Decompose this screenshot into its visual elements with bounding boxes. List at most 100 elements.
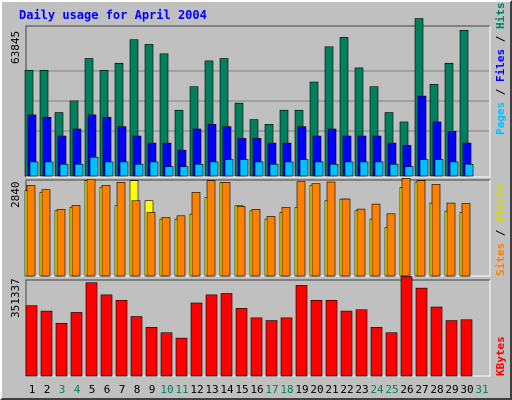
x-label-day-22: 22 — [340, 383, 353, 396]
x-label-day-28: 28 — [430, 383, 443, 396]
bar-pages-day-16 — [254, 161, 264, 177]
x-label-day-13: 13 — [205, 383, 218, 396]
bar-pages-day-13 — [209, 161, 219, 177]
bar-sites-day-10 — [161, 217, 171, 277]
x-label-day-1: 1 — [29, 383, 36, 396]
bar-pages-day-9 — [149, 161, 159, 177]
bar-kbytes-day-14 — [220, 293, 233, 377]
bar-sites-day-2 — [41, 189, 51, 277]
bar-sites-day-14 — [221, 182, 231, 277]
x-label-day-16: 16 — [250, 383, 263, 396]
legend-pages: Pages — [494, 102, 507, 135]
bar-sites-day-16 — [251, 209, 261, 277]
x-label-day-10: 10 — [160, 383, 173, 396]
chart-title: Daily usage for April 2004 — [19, 8, 207, 22]
bar-kbytes-day-19 — [295, 285, 308, 377]
x-label-day-25: 25 — [385, 383, 398, 396]
bar-kbytes-day-25 — [385, 332, 398, 377]
x-label-day-14: 14 — [220, 383, 234, 396]
bar-sites-day-28 — [431, 184, 441, 277]
x-label-day-12: 12 — [190, 383, 203, 396]
bar-kbytes-day-15 — [235, 308, 248, 377]
bar-kbytes-day-27 — [415, 287, 428, 377]
bar-sites-day-7 — [116, 182, 126, 277]
x-label-day-17: 17 — [265, 383, 278, 396]
bar-sites-day-11 — [176, 215, 186, 277]
bar-kbytes-day-1 — [25, 305, 38, 377]
x-label-day-7: 7 — [119, 383, 126, 396]
bar-pages-day-27 — [419, 159, 429, 177]
bar-sites-day-23 — [356, 208, 366, 277]
legend-sep-3: / — [494, 223, 507, 243]
bar-sites-day-13 — [206, 180, 216, 277]
x-label-day-4: 4 — [74, 383, 81, 396]
bar-pages-day-5 — [89, 156, 99, 177]
x-label-day-11: 11 — [175, 383, 188, 396]
bar-kbytes-day-7 — [115, 299, 128, 377]
bar-sites-day-17 — [266, 216, 276, 277]
legend-sep-1: / — [494, 82, 507, 102]
bar-sites-day-1 — [26, 185, 36, 277]
bar-pages-day-4 — [74, 163, 84, 177]
bar-pages-day-21 — [329, 163, 339, 177]
x-label-day-19: 19 — [295, 383, 308, 396]
bar-sites-day-29 — [446, 202, 456, 277]
bar-sites-day-26 — [401, 178, 411, 277]
bar-sites-day-19 — [296, 181, 306, 277]
bar-pages-day-1 — [29, 161, 39, 177]
bar-pages-day-22 — [344, 161, 354, 177]
bar-sites-day-22 — [341, 198, 351, 277]
bar-pages-day-23 — [359, 161, 369, 177]
x-label-day-20: 20 — [310, 383, 323, 396]
bar-kbytes-day-20 — [310, 299, 323, 377]
legend-hits: Hits — [494, 3, 507, 30]
x-label-day-26: 26 — [400, 383, 413, 396]
bar-pages-day-12 — [194, 163, 204, 177]
bar-pages-day-29 — [449, 161, 459, 177]
x-label-day-5: 5 — [89, 383, 96, 396]
bar-pages-day-24 — [374, 161, 384, 177]
legend-kbytes: KBytes — [494, 336, 507, 376]
x-label-day-18: 18 — [280, 383, 293, 396]
bar-pages-day-6 — [104, 161, 114, 177]
bar-kbytes-day-3 — [55, 322, 68, 377]
bar-sites-day-4 — [71, 205, 81, 277]
bar-pages-day-10 — [164, 166, 174, 177]
x-label-day-23: 23 — [355, 383, 368, 396]
bar-sites-day-15 — [236, 206, 246, 277]
bar-sites-day-25 — [386, 213, 396, 277]
bar-kbytes-day-23 — [355, 309, 368, 377]
x-label-day-2: 2 — [44, 383, 51, 396]
bottom-legend: KBytes — [494, 336, 507, 376]
bar-pages-day-30 — [464, 163, 474, 177]
bar-sites-day-6 — [101, 185, 111, 277]
bottom-max-label: 351337 — [9, 278, 22, 318]
bar-kbytes-day-26 — [400, 276, 413, 377]
bar-pages-day-14 — [224, 159, 234, 177]
middle-max-label: 2840 — [9, 182, 22, 209]
x-label-day-30: 30 — [460, 383, 473, 396]
bar-pages-day-17 — [269, 163, 279, 177]
x-label-day-29: 29 — [445, 383, 458, 396]
bar-kbytes-day-17 — [265, 320, 278, 377]
x-label-day-31: 31 — [475, 383, 488, 396]
bar-kbytes-day-24 — [370, 327, 383, 377]
bar-kbytes-day-6 — [100, 294, 113, 377]
bar-kbytes-day-13 — [205, 294, 218, 377]
legend-files: Files — [494, 49, 507, 82]
bar-kbytes-day-30 — [460, 319, 473, 377]
bar-sites-day-12 — [191, 192, 201, 277]
x-label-day-6: 6 — [104, 383, 111, 396]
bar-pages-day-8 — [134, 163, 144, 177]
bar-kbytes-day-4 — [70, 312, 83, 377]
bar-sites-day-5 — [86, 179, 96, 277]
bar-kbytes-day-18 — [280, 317, 293, 377]
x-label-day-8: 8 — [134, 383, 141, 396]
bar-kbytes-day-2 — [40, 310, 53, 377]
bar-pages-day-3 — [59, 163, 69, 177]
legend-visits: Visits — [494, 183, 507, 223]
legend-sep-2: / — [494, 29, 507, 49]
bar-pages-day-26 — [404, 166, 414, 177]
bar-kbytes-day-5 — [85, 282, 98, 377]
x-label-day-27: 27 — [415, 383, 428, 396]
